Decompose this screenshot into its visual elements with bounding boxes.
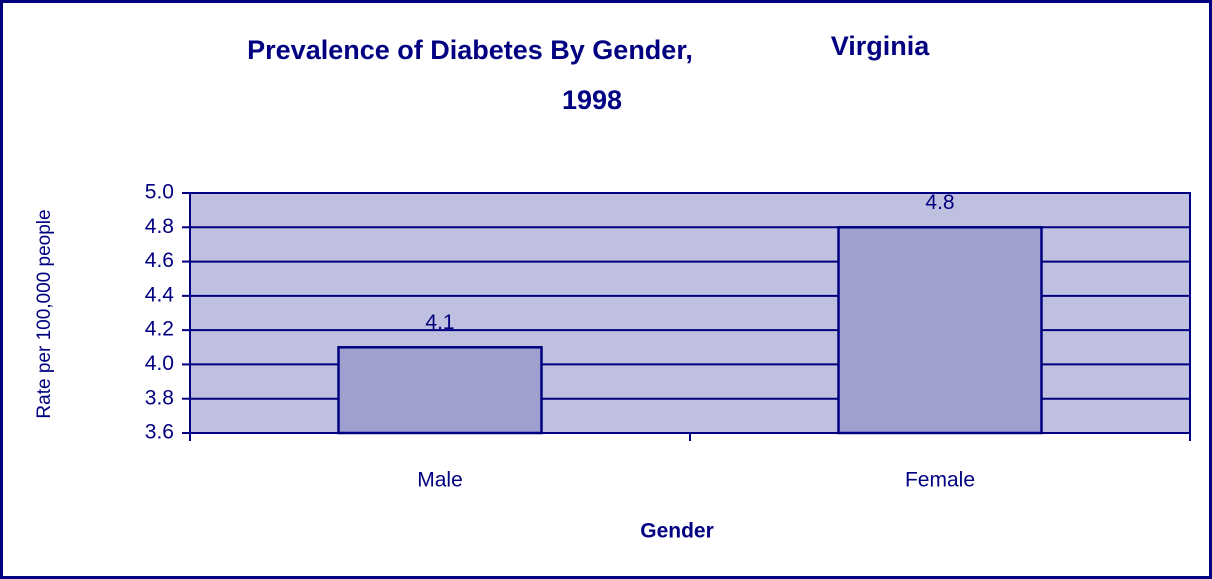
bar — [837, 226, 1043, 435]
y-axis-label: Rate per 100,000 people — [34, 209, 55, 418]
data-label: 4.8 — [925, 191, 954, 214]
bar — [337, 346, 543, 435]
x-tick-label: Female — [905, 469, 975, 492]
y-tick-label: 4.8 — [145, 215, 174, 238]
y-tick-label: 4.4 — [145, 283, 175, 306]
y-tick-label: 5.0 — [145, 181, 174, 204]
data-label: 4.1 — [425, 311, 454, 334]
y-tick-label: 4.2 — [145, 318, 174, 341]
y-tick-label: 4.0 — [145, 352, 174, 375]
x-axis-label: Gender — [640, 520, 714, 543]
chart-title: 1998 — [562, 85, 622, 115]
y-tick-label: 3.8 — [145, 386, 174, 409]
y-tick-label: 4.6 — [145, 249, 174, 272]
chart-title: Prevalence of Diabetes By Gender, — [247, 35, 693, 65]
x-tick-label: Male — [417, 469, 463, 492]
chart-title: Virginia — [831, 31, 931, 61]
y-tick-label: 3.6 — [145, 421, 174, 444]
